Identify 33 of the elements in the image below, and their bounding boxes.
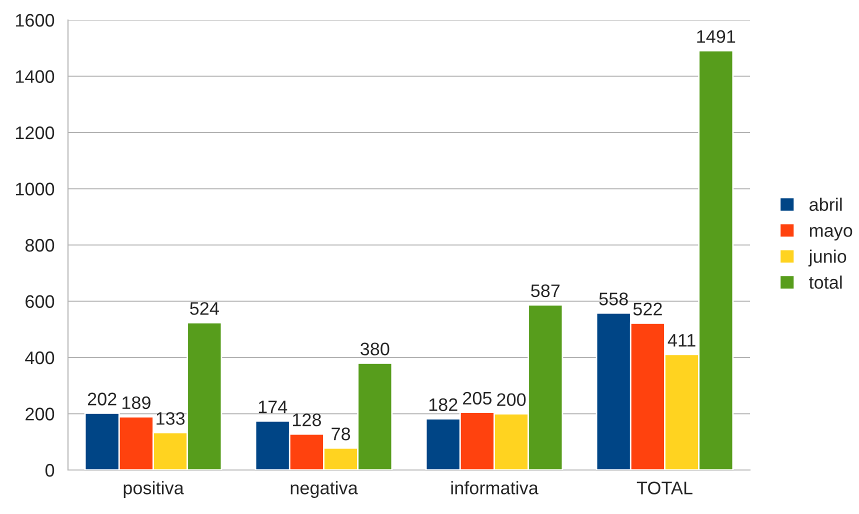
y-tick-label: 600: [26, 295, 54, 308]
data-label: 587: [531, 284, 560, 298]
data-label: 411: [668, 334, 696, 346]
legend-label: total: [809, 276, 842, 289]
y-tick-label: 1600: [16, 14, 54, 27]
legend-label: abril: [810, 198, 842, 211]
x-tick-label: positiva: [124, 481, 184, 498]
data-label: 182: [429, 398, 458, 412]
data-label: 522: [633, 302, 662, 316]
y-tick-label: 1400: [16, 70, 54, 83]
y-tick-label: 800: [25, 238, 54, 252]
data-label: 1491: [697, 30, 736, 43]
data-label: 558: [599, 292, 628, 306]
data-label: 380: [360, 342, 390, 356]
data-label: 78: [332, 428, 350, 440]
y-tick-label: 0: [45, 464, 54, 477]
data-label: 128: [293, 413, 321, 426]
y-tick-label: 1200: [16, 126, 54, 140]
data-label: 189: [122, 396, 150, 410]
data-label: 205: [463, 392, 492, 405]
data-label: 202: [88, 392, 116, 406]
x-tick-label: TOTAL: [636, 482, 692, 494]
data-label: 200: [497, 393, 526, 406]
legend-label: junio: [808, 250, 846, 266]
y-tick-label: 1000: [16, 182, 54, 196]
data-label: 133: [156, 412, 185, 425]
y-tick-label: 200: [26, 408, 54, 420]
data-label: 524: [190, 302, 219, 315]
y-tick-label: 400: [25, 351, 54, 364]
data-label: 174: [258, 400, 288, 414]
x-tick-label: informativa: [451, 481, 538, 494]
x-tick-label: negativa: [290, 481, 358, 498]
legend-label: mayo: [810, 227, 852, 240]
